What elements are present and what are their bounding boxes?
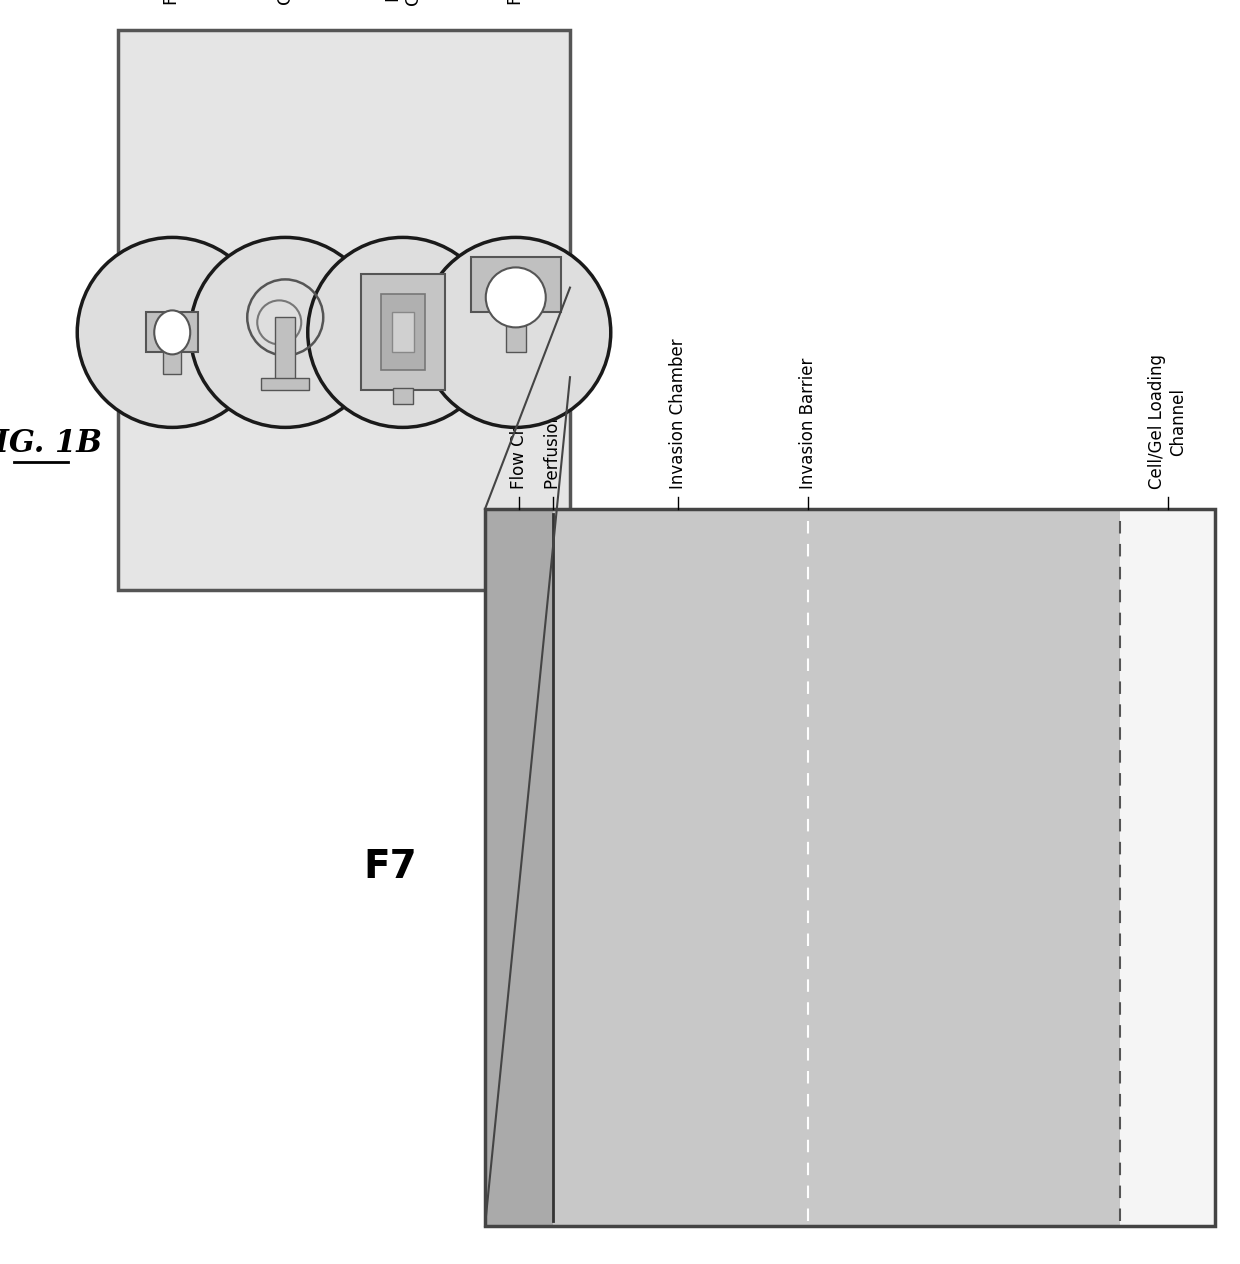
Bar <box>262 378 309 391</box>
Bar <box>506 311 526 353</box>
Bar <box>553 509 1120 1226</box>
Bar <box>118 30 570 590</box>
Bar <box>381 295 425 370</box>
Bar <box>146 312 198 353</box>
Circle shape <box>420 238 611 427</box>
Bar <box>392 312 414 353</box>
Bar <box>393 388 413 404</box>
Text: FIG. 1B: FIG. 1B <box>0 428 103 460</box>
Bar <box>275 317 295 387</box>
Bar <box>485 509 553 1226</box>
Text: Cell/Gel Inlet: Cell/Gel Inlet <box>277 0 294 5</box>
Circle shape <box>190 238 381 427</box>
Text: Invasion Barrier: Invasion Barrier <box>799 358 817 489</box>
Text: Flow Channel: Flow Channel <box>510 378 528 489</box>
Text: Perfusion Barrier: Perfusion Barrier <box>544 350 562 489</box>
Text: Cell/Gel Loading
Channel: Cell/Gel Loading Channel <box>1148 354 1187 489</box>
Bar <box>164 350 181 374</box>
Text: F7: F7 <box>363 848 417 886</box>
Bar <box>1120 509 1215 1226</box>
Circle shape <box>308 238 497 427</box>
Text: Invasion
Chamber: Invasion Chamber <box>383 0 422 5</box>
Bar <box>118 288 570 377</box>
Text: Flow Inlet: Flow Inlet <box>164 0 181 5</box>
Text: Invasion Chamber: Invasion Chamber <box>668 339 687 489</box>
Bar <box>361 274 445 391</box>
Circle shape <box>486 268 546 327</box>
Ellipse shape <box>154 311 190 354</box>
Text: Flow Outlet: Flow Outlet <box>507 0 525 5</box>
Bar <box>485 509 1215 1226</box>
Circle shape <box>77 238 268 427</box>
Bar <box>471 258 560 312</box>
